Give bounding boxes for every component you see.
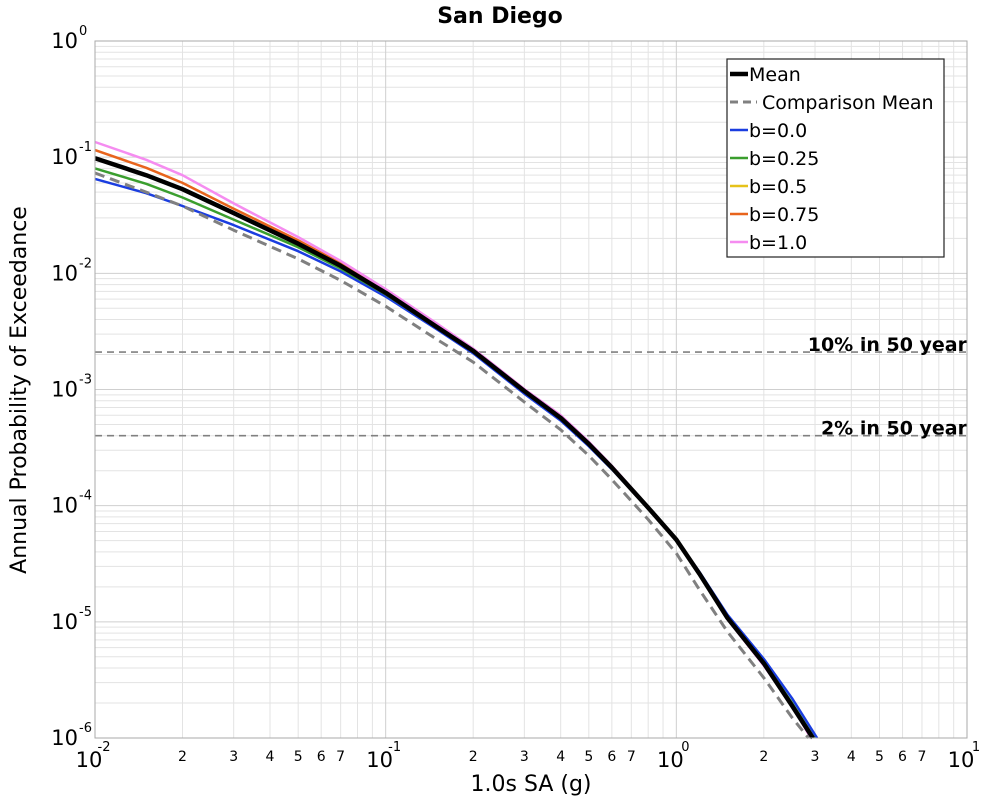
y-tick-label: 10 (51, 378, 78, 402)
x-tick-exponent: 1 (972, 740, 980, 755)
x-minor-tick-label: 2 (759, 749, 768, 765)
x-tick-label: 10 (657, 748, 684, 772)
x-axis-label: 1.0s SA (g) (471, 772, 592, 797)
plot-frame (94, 40, 968, 739)
legend-label: b=0.0 (749, 120, 807, 142)
y-tick-label: 10 (51, 145, 78, 169)
x-tick-label: 10 (366, 748, 393, 772)
x-minor-tick-label: 3 (229, 749, 238, 765)
legend-label: b=1.0 (749, 232, 807, 254)
legend-label: b=0.5 (749, 176, 807, 198)
y-tick-label: 10 (51, 261, 78, 285)
x-minor-tick-label: 7 (336, 749, 345, 765)
x-minor-tick-label: 5 (294, 749, 303, 765)
y-tick-label: 10 (51, 726, 78, 750)
y-tick-label: 10 (51, 29, 78, 53)
x-minor-tick-label: 4 (266, 749, 275, 765)
x-minor-tick-label: 5 (584, 749, 593, 765)
x-tick-label: 10 (76, 748, 103, 772)
x-minor-tick-label: 6 (898, 749, 907, 765)
x-tick-exponent: -2 (98, 740, 111, 755)
legend-label: b=0.75 (749, 204, 819, 226)
reference-line-label-0: 10% in 50 year (808, 334, 968, 356)
x-minor-tick-label: 7 (627, 749, 636, 765)
data-series (94, 140, 819, 740)
y-tick-exponent: -6 (79, 721, 92, 736)
y-tick-label: 10 (51, 494, 78, 518)
x-minor-tick-label: 2 (469, 749, 478, 765)
x-minor-tick-label: 5 (875, 749, 884, 765)
y-tick-exponent: 0 (79, 24, 87, 39)
y-tick-exponent: -5 (79, 605, 92, 620)
reference-lines: 10% in 50 year 2% in 50 year (95, 334, 968, 440)
series-line-comparison-mean (94, 171, 810, 739)
series-line-mean (94, 156, 815, 740)
legend: Mean Comparison Mean b=0.0 b=0.25 b=0.5 b=0.7… (726, 58, 945, 258)
y-axis-label: Annual Probability of Exceedance (7, 206, 32, 574)
reference-line-label-1: 2% in 50 year (821, 418, 968, 440)
legend-box (726, 58, 945, 258)
x-minor-tick-label: 3 (520, 749, 529, 765)
chart-title: San Diego (437, 4, 563, 29)
legend-label: Mean (749, 64, 801, 86)
y-tick-exponent: -1 (79, 140, 92, 155)
x-tick-label: 10 (948, 748, 975, 772)
y-tick-exponent: -2 (79, 256, 92, 271)
x-minor-tick-label: 4 (556, 749, 565, 765)
x-minor-tick-label: 6 (317, 749, 326, 765)
x-minor-tick-label: 4 (847, 749, 856, 765)
x-minor-tick-label: 6 (607, 749, 616, 765)
y-tick-exponent: -4 (79, 489, 92, 504)
x-tick-exponent: -1 (388, 740, 401, 755)
y-tick-exponent: -3 (79, 373, 92, 388)
legend-label: b=0.25 (749, 148, 819, 170)
x-minor-tick-label: 2 (178, 749, 187, 765)
x-minor-tick-label: 7 (918, 749, 927, 765)
x-minor-tick-label: 3 (811, 749, 820, 765)
y-tick-label: 10 (51, 610, 78, 634)
legend-label: Comparison Mean (762, 92, 934, 114)
x-tick-exponent: 0 (681, 740, 689, 755)
